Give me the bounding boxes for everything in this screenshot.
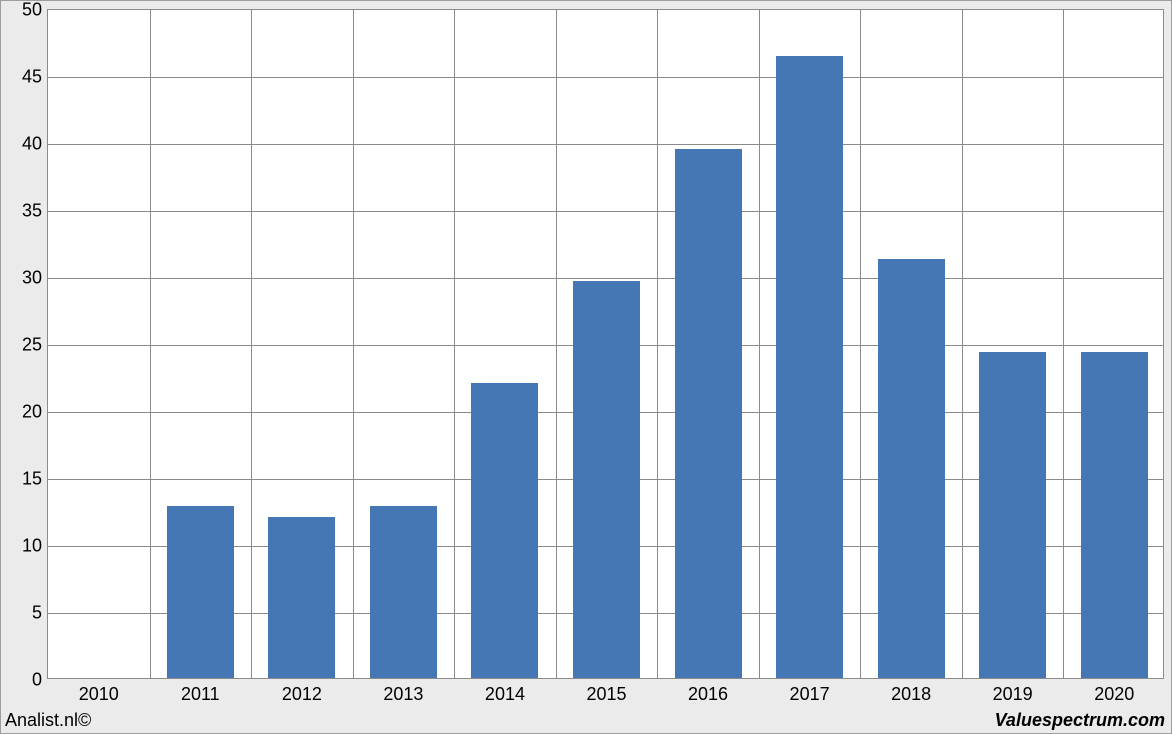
xtick-label: 2018 <box>891 678 931 705</box>
gridline-horizontal <box>48 144 1163 145</box>
ytick-label: 30 <box>22 268 48 289</box>
bar <box>167 506 234 678</box>
xtick-label: 2020 <box>1094 678 1134 705</box>
ytick-label: 25 <box>22 335 48 356</box>
xtick-label: 2016 <box>688 678 728 705</box>
gridline-vertical <box>657 10 658 678</box>
xtick-label: 2015 <box>586 678 626 705</box>
xtick-label: 2010 <box>79 678 119 705</box>
xtick-label: 2019 <box>993 678 1033 705</box>
ytick-label: 40 <box>22 134 48 155</box>
xtick-label: 2012 <box>282 678 322 705</box>
ytick-label: 10 <box>22 536 48 557</box>
gridline-vertical <box>353 10 354 678</box>
gridline-vertical <box>860 10 861 678</box>
ytick-label: 15 <box>22 469 48 490</box>
bar <box>471 383 538 678</box>
ytick-label: 35 <box>22 201 48 222</box>
gridline-horizontal <box>48 211 1163 212</box>
plot-area: 0510152025303540455020102011201220132014… <box>47 9 1164 679</box>
bar <box>573 281 640 678</box>
footer-right-credit: Valuespectrum.com <box>995 710 1165 731</box>
gridline-vertical <box>759 10 760 678</box>
bar <box>268 517 335 678</box>
gridline-vertical <box>962 10 963 678</box>
xtick-label: 2017 <box>790 678 830 705</box>
gridline-vertical <box>150 10 151 678</box>
xtick-label: 2014 <box>485 678 525 705</box>
chart-outer: 0 5 10 15 20 25 30 35 40 45 50 2010 2011 2012 2013 2014… <box>0 0 1172 734</box>
bar <box>1081 352 1148 678</box>
bar <box>878 259 945 678</box>
bar <box>675 149 742 678</box>
ytick-label: 50 <box>22 0 48 21</box>
gridline-vertical <box>556 10 557 678</box>
ytick-label: 45 <box>22 67 48 88</box>
gridline-vertical <box>251 10 252 678</box>
bar <box>979 352 1046 678</box>
xtick-label: 2013 <box>383 678 423 705</box>
gridline-vertical <box>1063 10 1064 678</box>
ytick-label: 20 <box>22 402 48 423</box>
footer-left-credit: Analist.nl© <box>5 710 91 731</box>
gridline-horizontal <box>48 77 1163 78</box>
bar <box>370 506 437 678</box>
xtick-label: 2011 <box>181 678 220 705</box>
bar <box>776 56 843 678</box>
gridline-vertical <box>454 10 455 678</box>
ytick-label: 5 <box>32 603 48 624</box>
ytick-label: 0 <box>32 670 48 691</box>
gridline-horizontal <box>48 278 1163 279</box>
